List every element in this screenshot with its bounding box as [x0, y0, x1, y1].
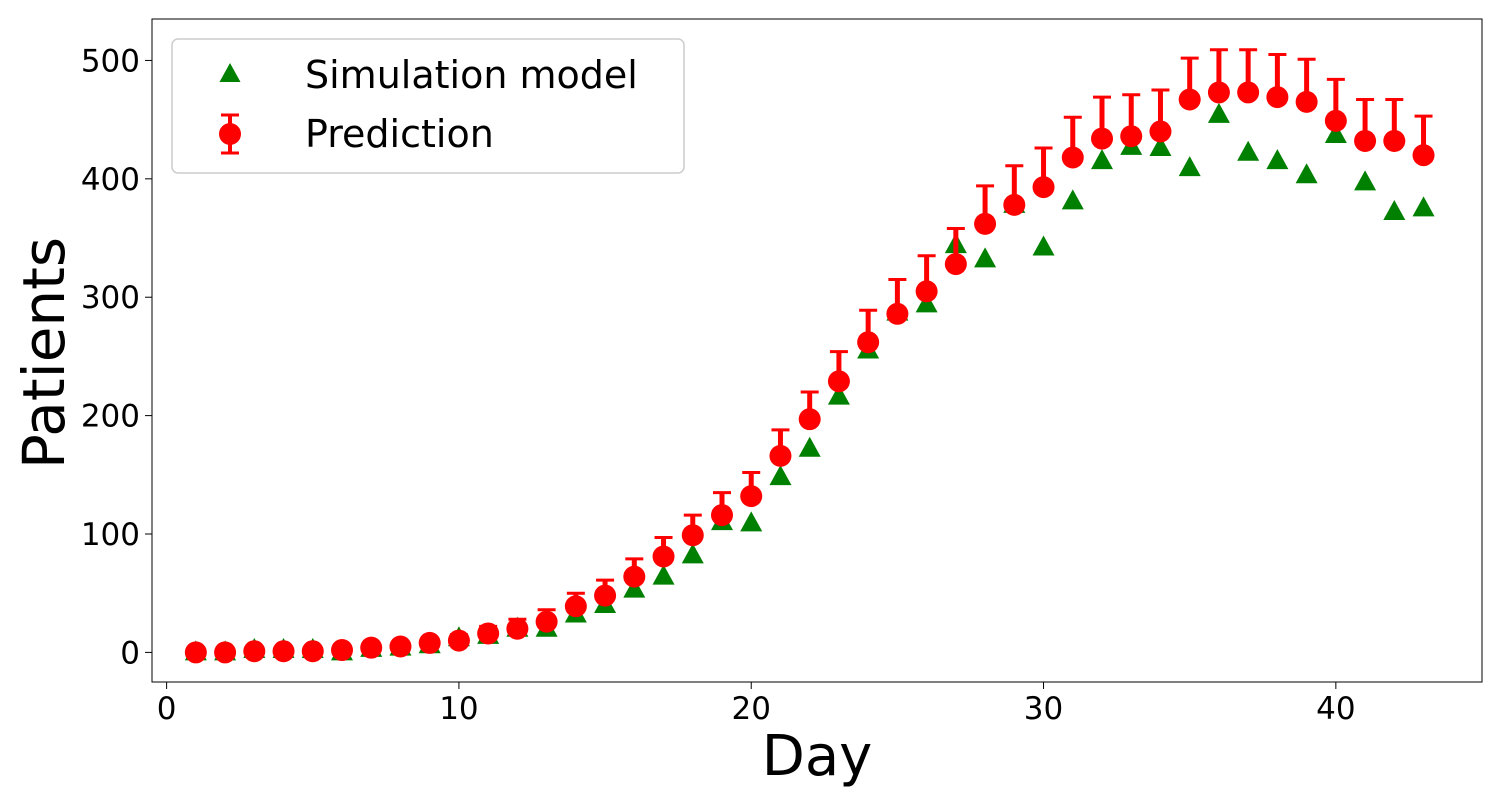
chart-marks [184, 48, 1435, 664]
prediction-point [1295, 90, 1318, 113]
x-tick-label: 0 [157, 691, 177, 727]
y-axis-title: Patients [10, 237, 78, 469]
simulation-model-point [1412, 196, 1435, 217]
prediction-point [214, 641, 237, 664]
simulation-model-point [1178, 156, 1201, 177]
prediction-point [798, 408, 821, 431]
legend-marker-prediction [219, 123, 241, 145]
simulation-model-point [769, 465, 792, 486]
simulation-model-point [623, 577, 646, 598]
prediction-point [1266, 86, 1289, 109]
legend-marker-simulation-model [219, 63, 241, 82]
prediction-point [1091, 127, 1113, 150]
prediction-point [477, 622, 500, 645]
simulation-model-point [652, 564, 675, 585]
legend-label-prediction: Prediction [305, 112, 494, 156]
prediction-point [360, 636, 383, 659]
prediction-point [857, 331, 880, 354]
prediction-point [594, 584, 617, 607]
simulation-model-point [798, 436, 821, 457]
prediction-point [623, 565, 646, 588]
simulation-model-point [915, 292, 938, 313]
prediction-point [711, 504, 733, 527]
prediction-point [184, 641, 207, 664]
simulation-model-point [1091, 149, 1113, 170]
prediction-point [652, 545, 675, 568]
prediction-point [389, 635, 412, 658]
prediction-point [272, 640, 295, 663]
prediction-point [1207, 81, 1230, 104]
legend-label-simulation-model: Simulation model [305, 53, 638, 97]
prediction-point [1061, 146, 1084, 169]
x-tick-label: 10 [439, 691, 478, 727]
legend: Simulation model Prediction [171, 38, 685, 174]
prediction-point [974, 212, 997, 235]
x-tick-label: 40 [1316, 691, 1355, 727]
simulation-model-point [1061, 189, 1084, 210]
y-tick-label: 100 [81, 517, 140, 553]
y-axis-ticks: 0 100 200 300 400 500 [81, 43, 152, 671]
simulation-model-point [1383, 199, 1406, 220]
prediction-point [740, 485, 763, 508]
simulation-model-point [1237, 140, 1260, 161]
prediction-point [1412, 144, 1435, 167]
simulation-model-point [1149, 136, 1172, 157]
simulation-model-point [1207, 102, 1230, 123]
prediction-point [535, 610, 558, 633]
y-tick-label: 500 [81, 43, 140, 79]
prediction-point [1003, 193, 1026, 216]
prediction-point [1237, 81, 1260, 104]
simulation-model-point [681, 543, 704, 564]
x-axis-title: Day [762, 724, 873, 789]
prediction-point [1354, 129, 1377, 152]
prediction-point [1120, 125, 1143, 148]
x-tick-label: 30 [1024, 691, 1063, 727]
prediction-point [243, 640, 266, 663]
prediction-point [301, 640, 324, 663]
simulation-model-point [1354, 170, 1377, 191]
simulation-model-point [974, 247, 997, 268]
simulation-model-point [827, 384, 850, 405]
x-tick-label: 20 [732, 691, 771, 727]
prediction-point [944, 253, 967, 276]
simulation-model-point [1295, 163, 1318, 184]
prediction-point [1032, 176, 1055, 199]
y-tick-label: 0 [120, 635, 140, 671]
prediction-point [506, 617, 529, 640]
prediction-point [331, 639, 353, 662]
simulation-model-point [740, 511, 763, 532]
prediction-point [915, 280, 938, 303]
prediction-point [827, 370, 850, 393]
y-tick-label: 200 [81, 399, 140, 435]
simulation-model-point [1324, 123, 1347, 144]
simulation-model-point [1032, 235, 1055, 256]
prediction-point [1383, 129, 1406, 152]
prediction-point [447, 629, 470, 652]
simulation-model-point [1266, 149, 1289, 170]
prediction-point [418, 631, 441, 654]
prediction-point [564, 595, 587, 618]
legend-box [171, 38, 685, 174]
prediction-point [1149, 120, 1172, 143]
prediction-point [769, 444, 792, 467]
y-tick-label: 400 [81, 162, 140, 198]
prediction-point [1178, 88, 1201, 111]
prediction-point [1324, 109, 1347, 132]
prediction-point [681, 524, 704, 547]
prediction-point [886, 302, 909, 325]
x-axis-ticks: 0 10 20 30 40 [157, 682, 1356, 727]
y-tick-label: 300 [81, 280, 140, 316]
